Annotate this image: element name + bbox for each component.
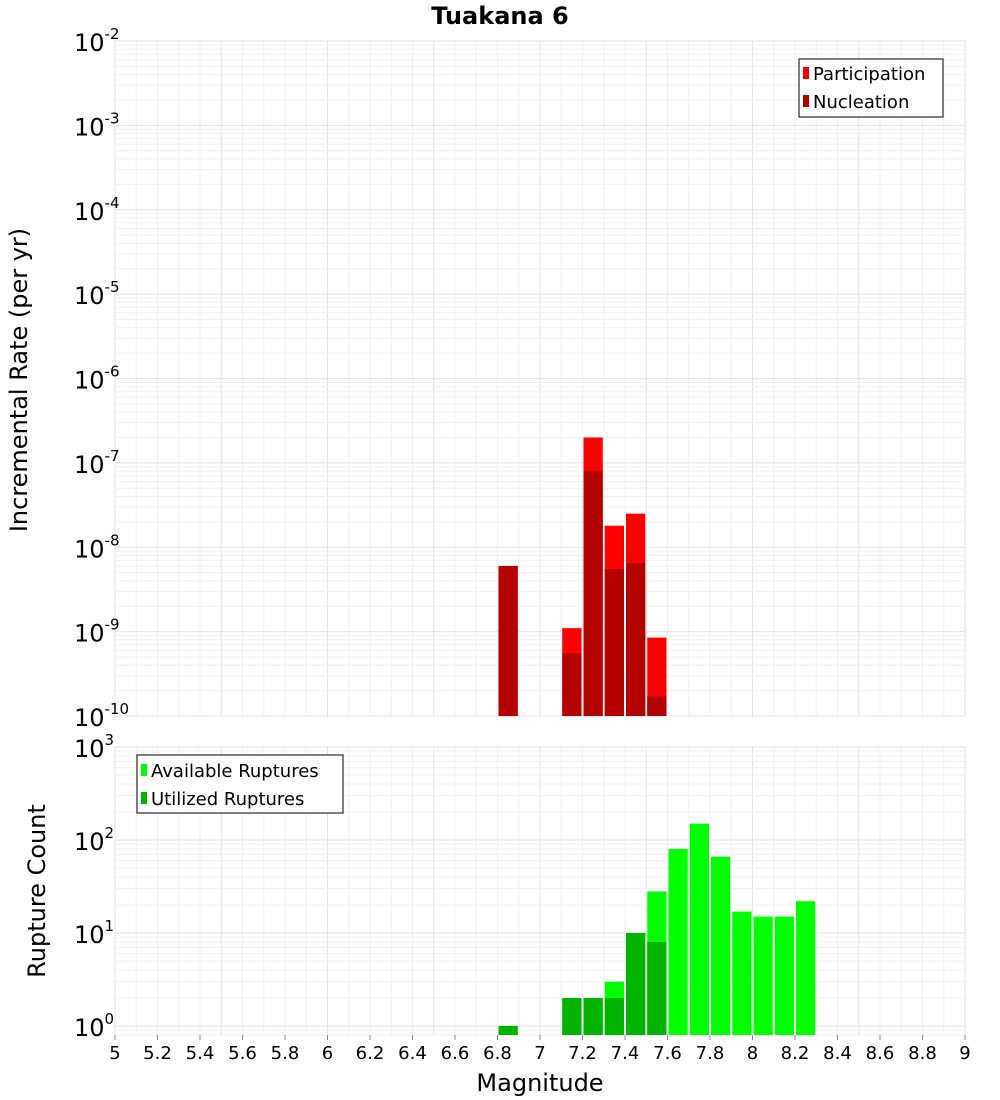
count-bar-available-ruptures — [711, 856, 731, 1035]
count-bar-utilized-ruptures — [604, 997, 624, 1035]
count-bar-available-ruptures — [689, 823, 709, 1035]
available-legend-label: Available Ruptures — [151, 761, 319, 782]
rate-bar-participation — [647, 637, 667, 716]
utilized-legend-swatch — [141, 792, 147, 804]
utilized-legend-label: Utilized Ruptures — [151, 789, 304, 810]
nucleation-legend-swatch — [803, 95, 809, 107]
x-tick-label: 7.2 — [568, 1043, 597, 1064]
x-tick-label: 6.4 — [398, 1043, 427, 1064]
rate-bar-nucleation — [647, 696, 667, 716]
count-bars — [498, 823, 816, 1035]
x-tick-label: 6.6 — [441, 1043, 470, 1064]
count-y-ticks: 100 101 102 103 — [74, 731, 114, 1042]
count-y-tick-label: 101 — [74, 917, 114, 949]
participation-legend-swatch — [803, 67, 809, 79]
x-tick-label: 7.4 — [611, 1043, 640, 1064]
rate-y-tick-label: 10-3 — [74, 109, 120, 141]
rate-bar-nucleation — [604, 569, 624, 716]
count-legend: Available Ruptures Utilized Ruptures — [136, 754, 344, 814]
count-bar-utilized-ruptures — [498, 1025, 518, 1035]
rate-y-tick-label: 10-4 — [74, 194, 120, 226]
count-legend-box — [136, 754, 344, 814]
x-tick-label: 7 — [534, 1043, 545, 1064]
rate-bar-nucleation — [562, 653, 582, 716]
x-tick-label: 7.6 — [653, 1043, 682, 1064]
x-tick-label: 5.8 — [271, 1043, 300, 1064]
nucleation-legend-label: Nucleation — [813, 92, 909, 113]
rate-y-tick-label: 10-2 — [74, 25, 120, 57]
count-y-tick-label: 103 — [74, 731, 114, 763]
count-panel: 100 101 102 103 Rupture Count Available Rup… — [23, 731, 966, 1042]
rate-grid — [114, 40, 966, 717]
rate-bar-nucleation — [626, 563, 646, 716]
count-bar-utilized-ruptures — [626, 932, 646, 1035]
x-tick-label: 5.4 — [186, 1043, 215, 1064]
count-bar-available-ruptures — [774, 916, 794, 1035]
x-tick-label: 8.2 — [781, 1043, 810, 1064]
x-tick-label: 7.8 — [696, 1043, 725, 1064]
x-tick-label: 8.6 — [866, 1043, 895, 1064]
rate-y-tick-label: 10-9 — [74, 616, 120, 648]
rate-panel: 10-10 10-9 10-8 10-7 10-6 10-5 10-4 10-3 10-2 In… — [5, 25, 966, 732]
count-bar-available-ruptures — [796, 901, 816, 1035]
rate-bar-nucleation — [498, 565, 518, 716]
count-bar-utilized-ruptures — [647, 942, 667, 1035]
rate-y-axis-label: Incremental Rate (per yr) — [5, 228, 33, 532]
x-tick-label: 5 — [109, 1043, 120, 1064]
count-y-tick-label: 100 — [74, 1010, 114, 1042]
x-axis-label: Magnitude — [476, 1069, 603, 1097]
x-tick-label: 8.4 — [823, 1043, 852, 1064]
count-bar-available-ruptures — [753, 916, 773, 1035]
x-tick-label: 6.2 — [356, 1043, 385, 1064]
x-ticks: 5 5.2 5.4 5.6 5.8 6 6.2 6.4 6.6 6.8 7 7.2 7.4 7.6 7.8 8… — [109, 1035, 971, 1064]
rate-y-tick-label: 10-5 — [74, 278, 120, 310]
count-bar-utilized-ruptures — [583, 997, 603, 1035]
rate-bar-nucleation — [583, 471, 603, 716]
x-tick-label: 8 — [747, 1043, 758, 1064]
count-bar-available-ruptures — [732, 911, 752, 1035]
rate-legend-box — [798, 58, 944, 118]
count-y-tick-label: 102 — [74, 824, 114, 856]
rate-y-tick-label: 10-8 — [74, 531, 120, 563]
chart-title: Tuakana 6 — [431, 2, 569, 30]
rate-bars — [498, 437, 667, 716]
x-tick-label: 8.8 — [908, 1043, 937, 1064]
rate-y-tick-label: 10-7 — [74, 447, 120, 479]
rate-y-tick-label: 10-10 — [74, 700, 129, 732]
count-bar-utilized-ruptures — [562, 997, 582, 1035]
x-tick-label: 6.8 — [483, 1043, 512, 1064]
available-legend-swatch — [141, 764, 147, 776]
x-tick-label: 5.2 — [143, 1043, 172, 1064]
x-tick-label: 5.6 — [228, 1043, 257, 1064]
rate-y-ticks: 10-10 10-9 10-8 10-7 10-6 10-5 10-4 10-3 10-2 — [74, 25, 129, 732]
x-tick-label: 9 — [959, 1043, 970, 1064]
x-tick-label: 6 — [322, 1043, 333, 1064]
rate-y-tick-label: 10-6 — [74, 363, 120, 395]
participation-legend-label: Participation — [813, 64, 925, 85]
count-bar-available-ruptures — [668, 849, 688, 1035]
count-y-axis-label: Rupture Count — [23, 804, 51, 978]
rate-legend: Participation Nucleation — [798, 58, 944, 118]
